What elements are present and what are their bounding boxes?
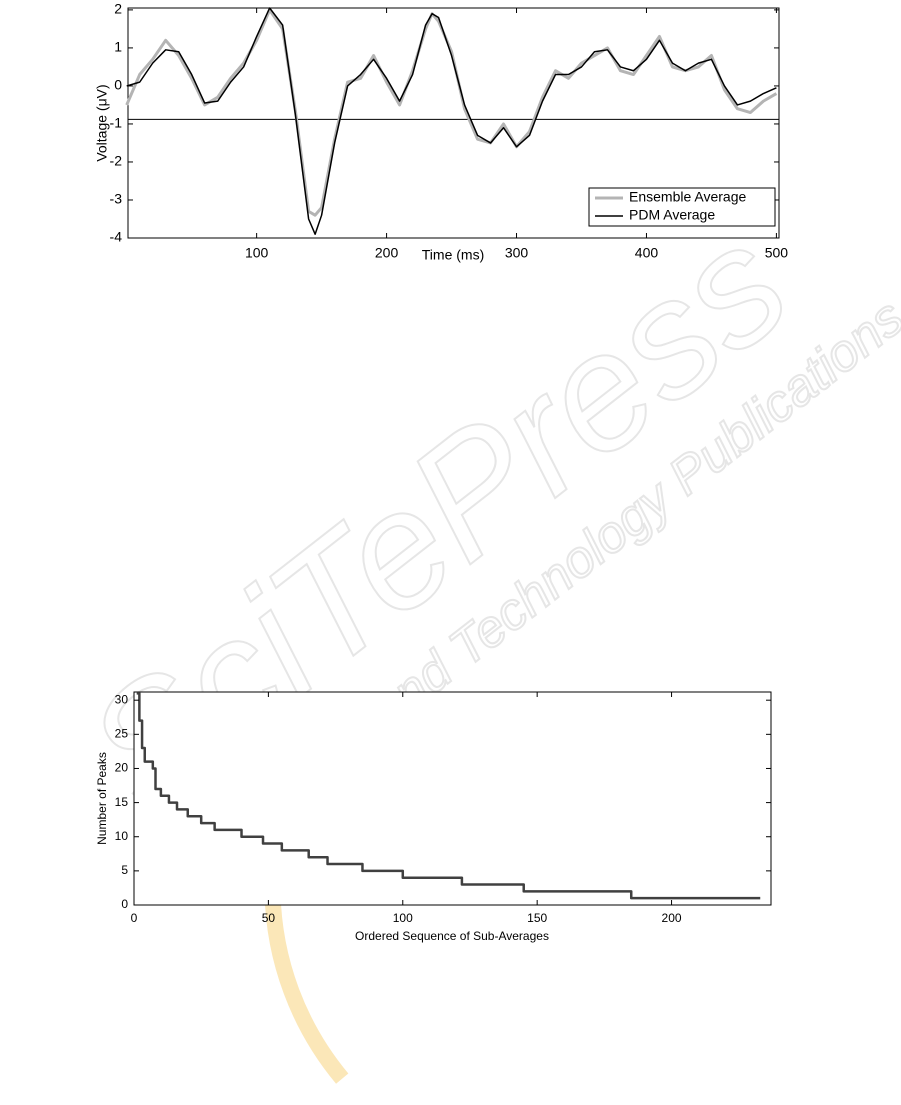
y-axis-label: Number of Peaks bbox=[95, 752, 109, 845]
x-tick-label: 100 bbox=[393, 911, 413, 925]
x-axis-label: Ordered Sequence of Sub-Averages bbox=[355, 929, 549, 943]
data-line bbox=[136, 692, 761, 900]
y-tick-label: 0 bbox=[114, 77, 122, 93]
y-tick-label: 10 bbox=[115, 829, 129, 843]
y-tick-label: -2 bbox=[110, 153, 123, 169]
x-tick-label: 100 bbox=[245, 245, 269, 261]
x-tick-label: 150 bbox=[527, 911, 547, 925]
legend-label: PDM Average bbox=[629, 207, 715, 223]
x-tick-label: 50 bbox=[262, 911, 276, 925]
y-tick-label: 5 bbox=[121, 863, 128, 877]
y-tick-label: -4 bbox=[110, 229, 123, 245]
x-tick-label: 200 bbox=[375, 245, 399, 261]
plot-content bbox=[136, 692, 761, 900]
watermark-swirl bbox=[264, 891, 349, 1084]
y-tick-label: 0 bbox=[121, 897, 128, 911]
x-tick-label: 200 bbox=[662, 911, 682, 925]
y-tick-label: 1 bbox=[114, 39, 122, 55]
x-tick-label: 500 bbox=[765, 245, 789, 261]
plot-content bbox=[125, 7, 779, 235]
x-tick-label: 400 bbox=[635, 245, 659, 261]
data-line bbox=[126, 7, 777, 235]
chart: 100 200 300 400 500 2 1 0 -1 -2 -3 -4 Time (ms) Volta… bbox=[94, 1, 789, 263]
plot-area bbox=[133, 691, 772, 906]
y-axis-label: Voltage (μV) bbox=[94, 84, 110, 161]
chart: 0 50 100 150 200 0 5 10 15 20 25 30 Ordered Sequence… bbox=[95, 691, 772, 943]
y-tick-label: 20 bbox=[115, 761, 129, 775]
y-tick-label: 30 bbox=[115, 692, 129, 706]
legend: Ensemble Average PDM Average bbox=[588, 187, 776, 227]
x-tick-label: 0 bbox=[131, 911, 138, 925]
x-axis-label: Time (ms) bbox=[422, 247, 484, 263]
legend-label: Ensemble Average bbox=[629, 189, 746, 205]
y-tick-label: -1 bbox=[110, 115, 123, 131]
y-tick-label: 25 bbox=[115, 726, 129, 740]
y-tick-label: -3 bbox=[110, 191, 123, 207]
y-tick-label: 15 bbox=[115, 795, 129, 809]
x-tick-label: 300 bbox=[505, 245, 529, 261]
legend-box bbox=[588, 187, 776, 227]
y-tick-label: 2 bbox=[114, 1, 122, 17]
